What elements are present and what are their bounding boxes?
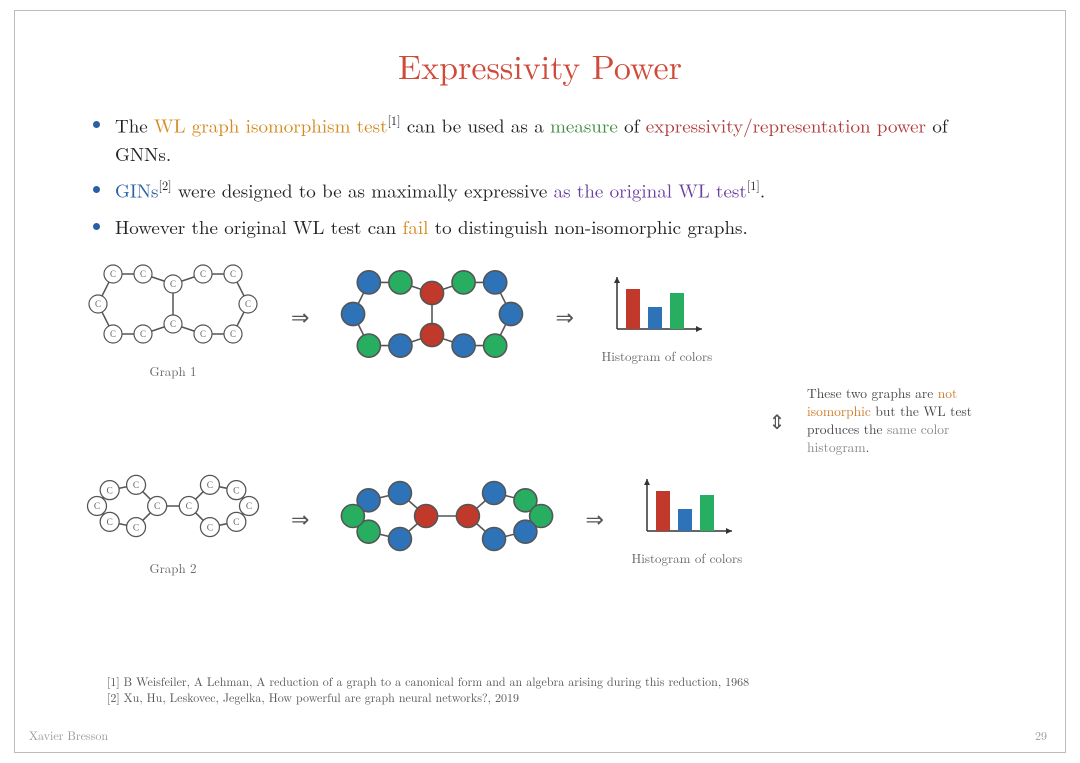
- svg-text:C: C: [170, 279, 176, 289]
- svg-text:C: C: [94, 502, 100, 512]
- graph1-plain-svg: C C C C C C C C C C C C: [78, 254, 268, 354]
- comparison-row: ⇕ These two graphs are not isomorphic bu…: [73, 384, 1007, 457]
- svg-text:C: C: [246, 502, 252, 512]
- svg-text:C: C: [230, 269, 236, 279]
- svg-text:C: C: [106, 486, 112, 496]
- graph1-plain: C C C C C C C C C C C C Graph 1: [73, 254, 273, 380]
- svg-text:C: C: [133, 481, 139, 491]
- bullet-item: GINs[2] were designed to be as maximally…: [93, 176, 999, 205]
- slide-title: Expressivity Power: [63, 41, 1017, 89]
- graph2-colored: [327, 471, 567, 566]
- svg-text:C: C: [245, 299, 251, 309]
- figure-row-1: C C C C C C C C C C C C Graph 1 ⇒ ⇒ Histogram of co…: [73, 254, 1007, 380]
- reference-line: [1] B Weisfeiler, A Lehman, A reduction …: [107, 674, 749, 690]
- footer-author: Xavier Bresson: [29, 727, 108, 744]
- reference-line: [2] Xu, Hu, Leskovec, Jegelka, How power…: [107, 690, 749, 706]
- graph1-colored-svg: [332, 259, 532, 369]
- histogram1-svg: [602, 269, 712, 339]
- bullet-item: However the original WL test can fail to…: [93, 213, 999, 242]
- svg-text:C: C: [200, 329, 206, 339]
- histogram2-caption: Histogram of colors: [622, 548, 752, 567]
- svg-text:C: C: [106, 518, 112, 528]
- figure-area: CCCCCCCCCCCC Graph 1 ⇒ ⇒ Histogram of co…: [63, 254, 1017, 577]
- compare-arrow-icon: ⇕: [765, 406, 789, 435]
- svg-text:C: C: [230, 329, 236, 339]
- svg-text:C: C: [233, 486, 239, 496]
- svg-text:C: C: [140, 269, 146, 279]
- svg-text:C: C: [200, 269, 206, 279]
- svg-text:C: C: [110, 269, 116, 279]
- svg-text:C: C: [95, 299, 101, 309]
- graph2-colored-svg: [332, 471, 562, 561]
- svg-text:C: C: [186, 502, 192, 512]
- graph2-plain-svg: CCCCCCCCCCCC: [78, 461, 268, 551]
- footer-page-number: 29: [1035, 727, 1047, 744]
- arrow-icon: ⇒: [555, 301, 573, 332]
- bullet-list: The WL graph isomorphism test[1] can be …: [63, 111, 1017, 242]
- svg-text:C: C: [154, 502, 160, 512]
- svg-text:C: C: [133, 523, 139, 533]
- svg-text:C: C: [207, 481, 213, 491]
- histogram-2: Histogram of colors: [622, 471, 752, 567]
- graph1-caption: Graph 1: [73, 361, 273, 380]
- slide-frame: Expressivity Power The WL graph isomorph…: [14, 10, 1066, 753]
- figure-row-2: CCCCCCCCCCCC Graph 2 ⇒ ⇒ Histogram of co…: [73, 461, 1007, 577]
- side-note: These two graphs are not isomorphic but …: [807, 384, 987, 457]
- bullet-item: The WL graph isomorphism test[1] can be …: [93, 111, 999, 168]
- svg-text:C: C: [170, 319, 176, 329]
- arrow-icon: ⇒: [585, 503, 603, 534]
- arrow-icon: ⇒: [291, 503, 309, 534]
- graph2-caption: Graph 2: [73, 558, 273, 577]
- references: [1] B Weisfeiler, A Lehman, A reduction …: [107, 674, 749, 706]
- svg-text:C: C: [207, 523, 213, 533]
- svg-text:C: C: [140, 329, 146, 339]
- svg-text:C: C: [233, 518, 239, 528]
- arrow-icon: ⇒: [291, 301, 309, 332]
- histogram-1: Histogram of colors: [592, 269, 722, 365]
- graph1-colored: [327, 259, 537, 374]
- histogram1-caption: Histogram of colors: [592, 346, 722, 365]
- graph2-plain: CCCCCCCCCCCC Graph 2: [73, 461, 273, 577]
- svg-text:C: C: [110, 329, 116, 339]
- histogram2-svg: [632, 471, 742, 541]
